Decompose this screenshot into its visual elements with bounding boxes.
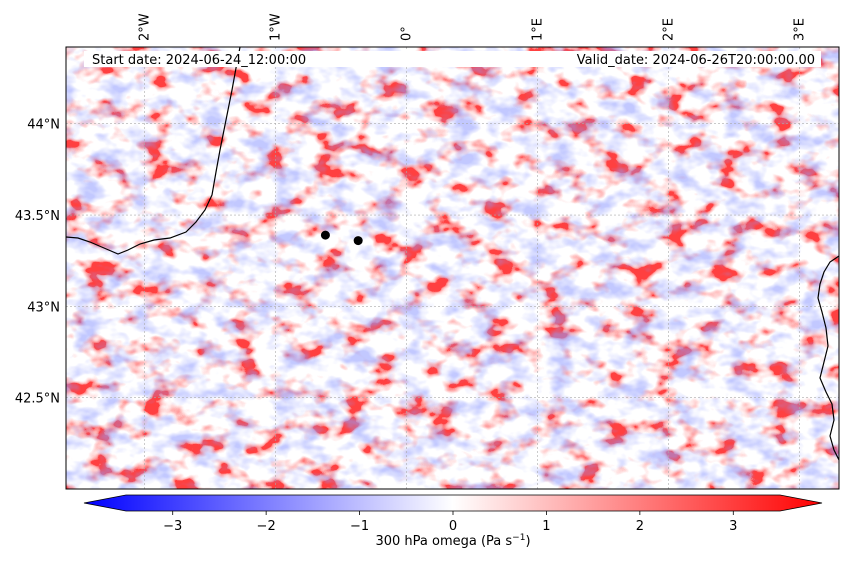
lon-tick-label: 1°E — [531, 18, 546, 41]
coastline-biscay — [66, 47, 241, 255]
site-markers — [320, 230, 363, 246]
coastline-mediterranean — [817, 255, 839, 461]
colorbar-ticks: −3 −2 −1 0 1 2 3 — [163, 511, 737, 534]
colorbar-tick-label: 0 — [449, 519, 457, 534]
lat-tick-label: 43°N — [27, 300, 60, 315]
colorbar: −3 −2 −1 0 1 2 3 300 hPa omega (Pa s−1) — [83, 494, 823, 549]
latitude-tick-labels: 44°N 43.5°N 43°N 42.5°N — [15, 118, 60, 407]
colorbar-tick-label: −1 — [350, 519, 369, 534]
colorbar-tick-label: −2 — [257, 519, 276, 534]
colorbar-title-exponent: −1 — [512, 533, 525, 543]
lon-tick-label: 2°E — [662, 18, 677, 41]
lon-tick-label: 1°W — [269, 13, 284, 41]
colorbar-tick-label: 2 — [636, 519, 644, 534]
map-gridlines — [66, 47, 839, 489]
lat-tick-label: 44°N — [27, 118, 60, 133]
colorbar-title-text: 300 hPa omega (Pa s — [375, 534, 512, 549]
site-marker-1 — [320, 230, 330, 240]
lon-tick-label: 2°W — [138, 13, 153, 41]
lon-tick-label: 3°E — [793, 18, 808, 41]
colorbar-tick-label: 3 — [729, 519, 737, 534]
lat-tick-label: 43.5°N — [15, 209, 60, 224]
longitude-tick-labels: 2°W 1°W 0° 1°E 2°E 3°E — [138, 13, 808, 41]
colorbar-body — [83, 494, 823, 512]
colorbar-tick-label: 1 — [542, 519, 550, 534]
site-marker-2 — [353, 236, 363, 246]
start-date-label: Start date: 2024-06-24_12:00:00 — [92, 53, 306, 68]
omega-field-layer — [66, 47, 839, 489]
header-box — [84, 51, 821, 67]
colorbar-title: 300 hPa omega (Pa s−1) — [375, 533, 530, 549]
lon-tick-label: 0° — [400, 26, 415, 41]
lat-tick-label: 42.5°N — [15, 392, 60, 407]
colorbar-tick-label: −3 — [163, 519, 182, 534]
colorbar-title-close: ) — [525, 534, 530, 549]
valid-date-label: Valid_date: 2024-06-26T20:00:00.00 — [577, 53, 815, 68]
plot-frame — [65, 46, 840, 490]
